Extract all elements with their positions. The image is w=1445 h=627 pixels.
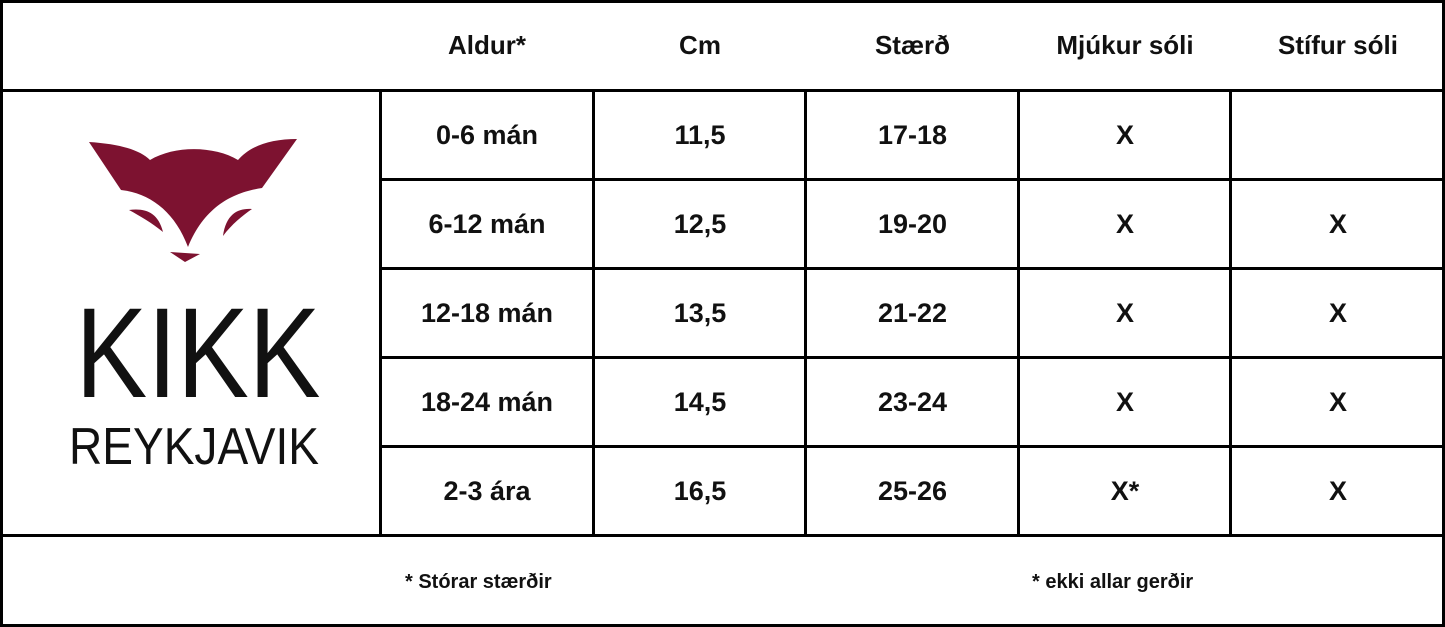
divider xyxy=(0,89,1445,92)
table-cell: 18-24 mán xyxy=(420,387,554,417)
table-cell xyxy=(1231,91,1445,180)
table-cell: X xyxy=(1115,298,1134,328)
table-cell: X xyxy=(1115,120,1134,150)
divider xyxy=(804,90,807,536)
table-cell: 0-6 mán xyxy=(435,120,539,150)
table-cell: 14,5 xyxy=(673,387,727,417)
table-cell: 25-26 xyxy=(877,476,948,506)
table-cell: 2-3 ára xyxy=(443,476,531,506)
table-cell: X xyxy=(1328,476,1347,506)
table-cell: X xyxy=(1328,298,1347,328)
fox-icon xyxy=(89,139,297,262)
logo-subtitle: REYKJAVIK xyxy=(69,418,319,476)
divider xyxy=(0,534,1445,537)
table-cell: X xyxy=(1115,209,1134,239)
column-header: Stífur sóli xyxy=(1278,29,1398,60)
table-cell: 11,5 xyxy=(674,120,726,150)
table-cell: 16,5 xyxy=(673,476,727,506)
column-header: Mjúkur sóli xyxy=(1056,29,1194,60)
table-cell: X* xyxy=(1110,476,1140,506)
table-cell: X xyxy=(1115,387,1134,417)
table-cell: 12-18 mán xyxy=(420,298,554,328)
footnote-not-all-models: * ekki allar gerðir xyxy=(1032,570,1194,593)
logo-name: KIKK xyxy=(76,282,321,425)
divider xyxy=(1017,90,1020,536)
table-cell: 19-20 xyxy=(877,209,948,239)
divider xyxy=(381,356,1445,359)
kikk-logo: KIKK REYKJAVIK xyxy=(0,92,380,535)
table-cell: 23-24 xyxy=(877,387,948,417)
divider xyxy=(1229,90,1232,536)
divider xyxy=(381,178,1445,181)
table-cell: 13,5 xyxy=(673,298,727,328)
divider xyxy=(381,267,1445,270)
table-cell: X xyxy=(1328,209,1347,239)
table-cell: 17-18 xyxy=(877,120,948,150)
column-header: Cm xyxy=(679,29,721,60)
footnote-large-sizes: * Stórar stærðir xyxy=(405,570,552,593)
table-cell: 21-22 xyxy=(877,298,948,328)
table-cell: X xyxy=(1328,387,1347,417)
table-cell: 6-12 mán xyxy=(428,209,546,239)
divider xyxy=(592,90,595,536)
column-header: Aldur* xyxy=(448,29,526,60)
divider xyxy=(381,445,1445,448)
column-header: Stærð xyxy=(874,29,951,60)
divider xyxy=(379,90,382,536)
table-cell: 12,5 xyxy=(673,209,727,239)
